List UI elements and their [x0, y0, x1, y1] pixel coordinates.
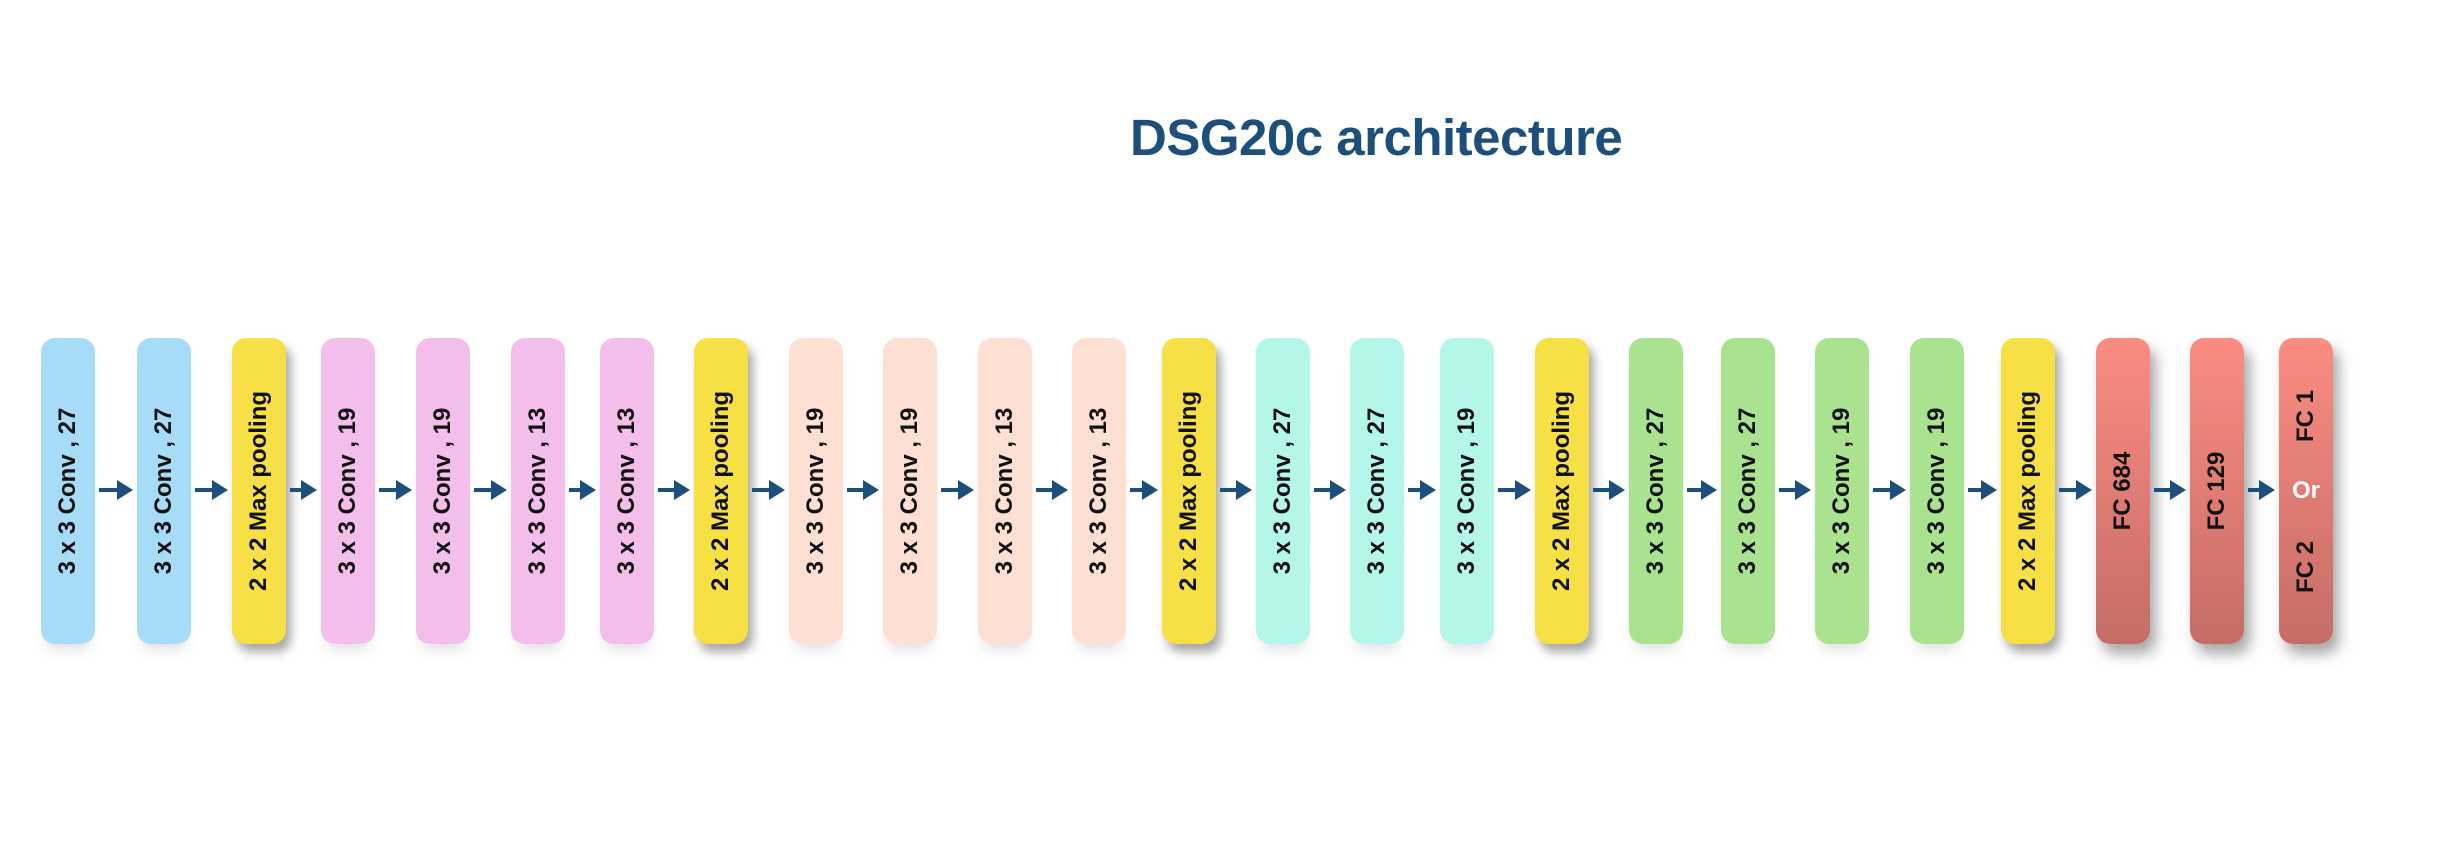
layer-label-or: Or	[2291, 477, 2321, 504]
flow-arrow-icon	[2059, 480, 2092, 500]
layer-label: FC 129	[2203, 451, 2230, 531]
flow-arrow-icon	[1314, 480, 1346, 500]
conv-layer: 3 x 3 Conv , 19	[1440, 338, 1494, 644]
flow-arrow-icon	[658, 480, 690, 500]
layer-label: 2 x 2 Max pooling	[2014, 390, 2041, 592]
fc-layer: FC 684	[2096, 338, 2150, 644]
max-pooling-layer: 2 x 2 Max pooling	[694, 338, 748, 644]
layer-label: 3 x 3 Conv , 27	[1642, 407, 1669, 575]
layer-label: 3 x 3 Conv , 27	[1269, 407, 1296, 575]
layer-label: 3 x 3 Conv , 27	[150, 407, 177, 575]
flow-arrow-icon	[1687, 480, 1717, 500]
flow-arrow-icon	[569, 480, 596, 500]
layer-label: 2 x 2 Max pooling	[1548, 390, 1575, 592]
flow-arrow-icon	[1220, 480, 1252, 500]
flow-arrow-icon	[195, 480, 228, 500]
conv-layer: 3 x 3 Conv , 27	[1256, 338, 1310, 644]
flow-arrow-icon	[1130, 480, 1158, 500]
diagram-title: DSG20c architecture	[1130, 109, 1623, 166]
layer-label: 3 x 3 Conv , 19	[429, 407, 456, 575]
flow-arrow-icon	[1873, 480, 1906, 500]
fc-output-layer: FC 1 Or FC 2	[2279, 338, 2333, 644]
conv-layer: 3 x 3 Conv , 19	[1815, 338, 1869, 644]
layer-label: 2 x 2 Max pooling	[707, 390, 734, 592]
flow-arrow-icon	[1408, 480, 1436, 500]
max-pooling-layer: 2 x 2 Max pooling	[2001, 338, 2055, 644]
fc-layer: FC 129	[2190, 338, 2244, 644]
conv-layer: 3 x 3 Conv , 27	[1721, 338, 1775, 644]
layer-label: 2 x 2 Max pooling	[245, 390, 272, 592]
conv-layer: 3 x 3 Conv , 19	[883, 338, 937, 644]
flow-arrow-icon	[379, 480, 412, 500]
flow-arrow-icon	[941, 480, 974, 500]
conv-layer: 3 x 3 Conv , 13	[600, 338, 654, 644]
max-pooling-layer: 2 x 2 Max pooling	[232, 338, 286, 644]
max-pooling-layer: 2 x 2 Max pooling	[1535, 338, 1589, 644]
conv-layer: 3 x 3 Conv , 19	[1910, 338, 1964, 644]
conv-layer: 3 x 3 Conv , 13	[511, 338, 565, 644]
flow-arrow-icon	[2248, 480, 2275, 500]
conv-layer: 3 x 3 Conv , 27	[137, 338, 191, 644]
flow-arrow-icon	[1498, 480, 1531, 500]
layer-label: 3 x 3 Conv , 27	[54, 407, 81, 575]
layer-label: 3 x 3 Conv , 19	[1828, 407, 1855, 575]
flow-arrow-icon	[2154, 480, 2186, 500]
layer-label: 3 x 3 Conv , 13	[524, 407, 551, 575]
layer-label-bottom: FC 2	[2292, 540, 2319, 594]
layer-label: 3 x 3 Conv , 19	[334, 407, 361, 575]
conv-layer: 3 x 3 Conv , 13	[978, 338, 1032, 644]
layer-label: 2 x 2 Max pooling	[1175, 390, 1202, 592]
flow-arrow-icon	[99, 480, 133, 500]
layer-label: 3 x 3 Conv , 19	[802, 407, 829, 575]
layer-label: 3 x 3 Conv , 19	[896, 407, 923, 575]
layer-label: 3 x 3 Conv , 13	[991, 407, 1018, 575]
layer-label: 3 x 3 Conv , 27	[1734, 407, 1761, 575]
conv-layer: 3 x 3 Conv , 19	[321, 338, 375, 644]
layer-label: FC 684	[2109, 451, 2136, 531]
conv-layer: 3 x 3 Conv , 13	[1072, 338, 1126, 644]
flow-arrow-icon	[1593, 480, 1625, 500]
layer-label: 3 x 3 Conv , 19	[1923, 407, 1950, 575]
conv-layer: 3 x 3 Conv , 27	[1350, 338, 1404, 644]
conv-layer: 3 x 3 Conv , 27	[1629, 338, 1683, 644]
conv-layer: 3 x 3 Conv , 27	[41, 338, 95, 644]
layer-label: 3 x 3 Conv , 19	[1453, 407, 1480, 575]
flow-arrow-icon	[752, 480, 785, 500]
layer-label: 3 x 3 Conv , 13	[613, 407, 640, 575]
flow-arrow-icon	[1036, 480, 1068, 500]
layer-label: 3 x 3 Conv , 13	[1085, 407, 1112, 575]
flow-arrow-icon	[1968, 480, 1997, 500]
layer-label-top: FC 1	[2292, 389, 2319, 443]
flow-arrow-icon	[1779, 480, 1811, 500]
flow-arrow-icon	[474, 480, 507, 500]
flow-arrow-icon	[847, 480, 879, 500]
conv-layer: 3 x 3 Conv , 19	[789, 338, 843, 644]
layer-label: 3 x 3 Conv , 27	[1363, 407, 1390, 575]
max-pooling-layer: 2 x 2 Max pooling	[1162, 338, 1216, 644]
flow-arrow-icon	[290, 480, 317, 500]
conv-layer: 3 x 3 Conv , 19	[416, 338, 470, 644]
